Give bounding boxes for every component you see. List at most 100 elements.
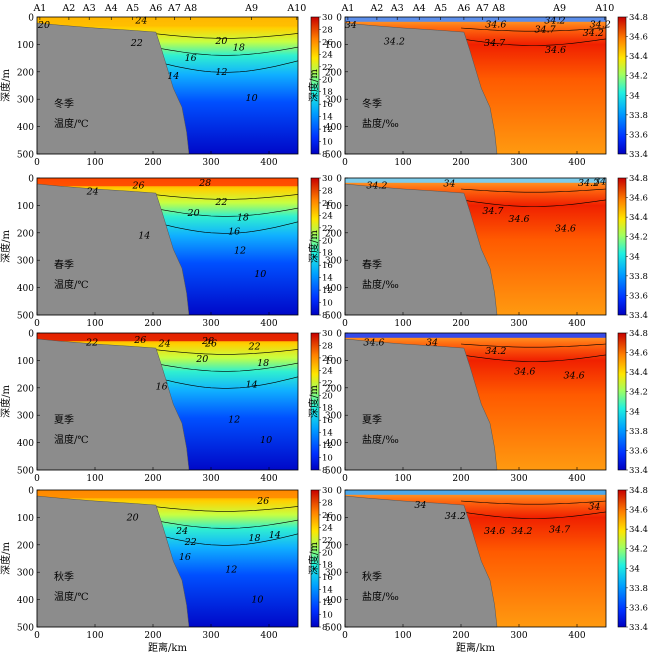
contour-label: 34.7 <box>484 38 506 49</box>
y-tick-label: 500 <box>325 467 342 477</box>
colorbar-tick-label: 22 <box>322 379 333 389</box>
contour-line <box>152 221 299 234</box>
contour-line <box>152 533 299 546</box>
contour-line <box>152 519 299 529</box>
x-tick-label: 100 <box>394 319 411 329</box>
season-label: 秋季 <box>54 570 74 583</box>
contour-label: 34.2 <box>590 20 611 31</box>
y-axis-label: 深度/m <box>307 230 320 263</box>
contour-label: 16 <box>228 226 240 237</box>
unit-label: 温度/℃ <box>54 117 89 130</box>
surface-fresh-layer <box>345 178 606 183</box>
colorbar-tick-label: 22 <box>322 224 333 234</box>
contour-label: 28 <box>201 336 214 347</box>
section-panel-salinity-2: 34.2 34 34.234.734.634.634春季盐度/‰0100200300… <box>307 174 648 329</box>
y-tick-label: 200 <box>325 384 342 394</box>
contour-line <box>152 349 299 355</box>
x-tick-label: 0 <box>34 319 40 329</box>
y-tick-label: 500 <box>17 312 34 322</box>
contour-label: 22 <box>130 38 143 49</box>
station-label: A2 <box>61 3 75 14</box>
colorbar-tick-label: 33.8 <box>629 584 648 594</box>
colorbar-tick-label: 12 <box>322 125 333 135</box>
surface-warm-layer <box>37 490 298 499</box>
contour-label: 24 <box>158 338 171 349</box>
contour-label: 34.2 <box>366 181 387 192</box>
y-tick-label: 200 <box>325 68 342 78</box>
season-label: 冬季 <box>362 97 382 110</box>
x-tick-label: 0 <box>342 319 348 329</box>
contour-line <box>152 33 299 39</box>
x-tick-label: 100 <box>394 474 411 484</box>
station-label: A8 <box>491 3 505 14</box>
colorbar <box>617 177 627 316</box>
contour-line <box>152 506 299 512</box>
contour-line <box>460 27 607 32</box>
y-axis-label: 深度/m <box>0 69 12 102</box>
x-tick-label: 400 <box>568 474 585 484</box>
x-tick-label: 200 <box>144 631 161 641</box>
colorbar-tick-label: 28 <box>322 25 333 35</box>
contour-label: 34.2 <box>384 37 405 48</box>
colorbar <box>310 489 320 628</box>
contour-label: 34.6 <box>508 214 529 225</box>
colorbar <box>617 16 627 155</box>
station-label: A9 <box>552 3 566 14</box>
y-tick-label: 400 <box>17 284 34 294</box>
y-tick-label: 200 <box>17 229 34 239</box>
y-tick-label: 500 <box>17 624 34 634</box>
y-tick-label: 0 <box>28 14 34 24</box>
contour-label: 22 <box>247 342 260 353</box>
station-label: A4 <box>104 3 118 14</box>
contour-line <box>460 500 607 505</box>
colorbar-tick-label: 18 <box>322 561 333 571</box>
colorbar-tick-label: 34.8 <box>629 174 648 184</box>
station-label: A8 <box>183 3 197 14</box>
surface-warm-layer <box>37 178 298 187</box>
colorbar-tick-label: 34.2 <box>629 72 648 82</box>
contour-line <box>152 207 299 217</box>
contour-label: 12 <box>215 67 227 78</box>
colorbar-tick-label: 26 <box>322 38 333 48</box>
contour-label: 34.6 <box>555 224 576 235</box>
y-tick-label: 100 <box>325 202 342 212</box>
colorbar-tick-label: 34.2 <box>629 233 648 243</box>
colorbar-tick-label: 30 <box>322 486 333 496</box>
x-tick-label: 300 <box>510 474 527 484</box>
station-label: A10 <box>286 3 306 14</box>
x-tick-label: 200 <box>452 474 469 484</box>
x-tick-label: 200 <box>452 319 469 329</box>
contour-label: 20 <box>187 208 200 219</box>
y-tick-label: 500 <box>17 151 34 161</box>
colorbar-tick-label: 20 <box>322 548 333 558</box>
colorbar-tick-label: 34.4 <box>629 213 648 223</box>
contour-label: 16 <box>179 552 191 563</box>
contour-label: 34.6 <box>514 366 535 377</box>
y-axis-label: 深度/m <box>0 385 12 418</box>
season-label: 夏季 <box>362 414 382 426</box>
y-axis-label: 深度/m <box>0 230 12 263</box>
x-tick-label: 0 <box>342 158 348 168</box>
contour-label: 28 <box>198 178 211 189</box>
colorbar-tick-label: 14 <box>322 274 333 284</box>
station-label: A6 <box>456 3 470 14</box>
colorbar-tick-label: 14 <box>322 429 333 439</box>
plot-frame <box>344 16 607 155</box>
contour-label: 34.6 <box>485 20 506 31</box>
colorbar <box>617 489 627 628</box>
x-tick-label: 400 <box>568 319 585 329</box>
y-axis-label: 深度/m <box>307 542 320 575</box>
contour-line <box>152 194 299 200</box>
y-tick-label: 200 <box>325 541 342 551</box>
contour-label: 20 <box>214 36 227 47</box>
contour-line <box>460 354 607 362</box>
contour-label: 14 <box>138 231 150 242</box>
colorbar-tick-label: 16 <box>322 416 333 426</box>
x-axis-label: 距离/km <box>456 641 495 654</box>
contour-label: 18 <box>257 358 269 369</box>
contour-label: 34.2 <box>583 28 604 39</box>
y-tick-label: 300 <box>17 569 34 579</box>
